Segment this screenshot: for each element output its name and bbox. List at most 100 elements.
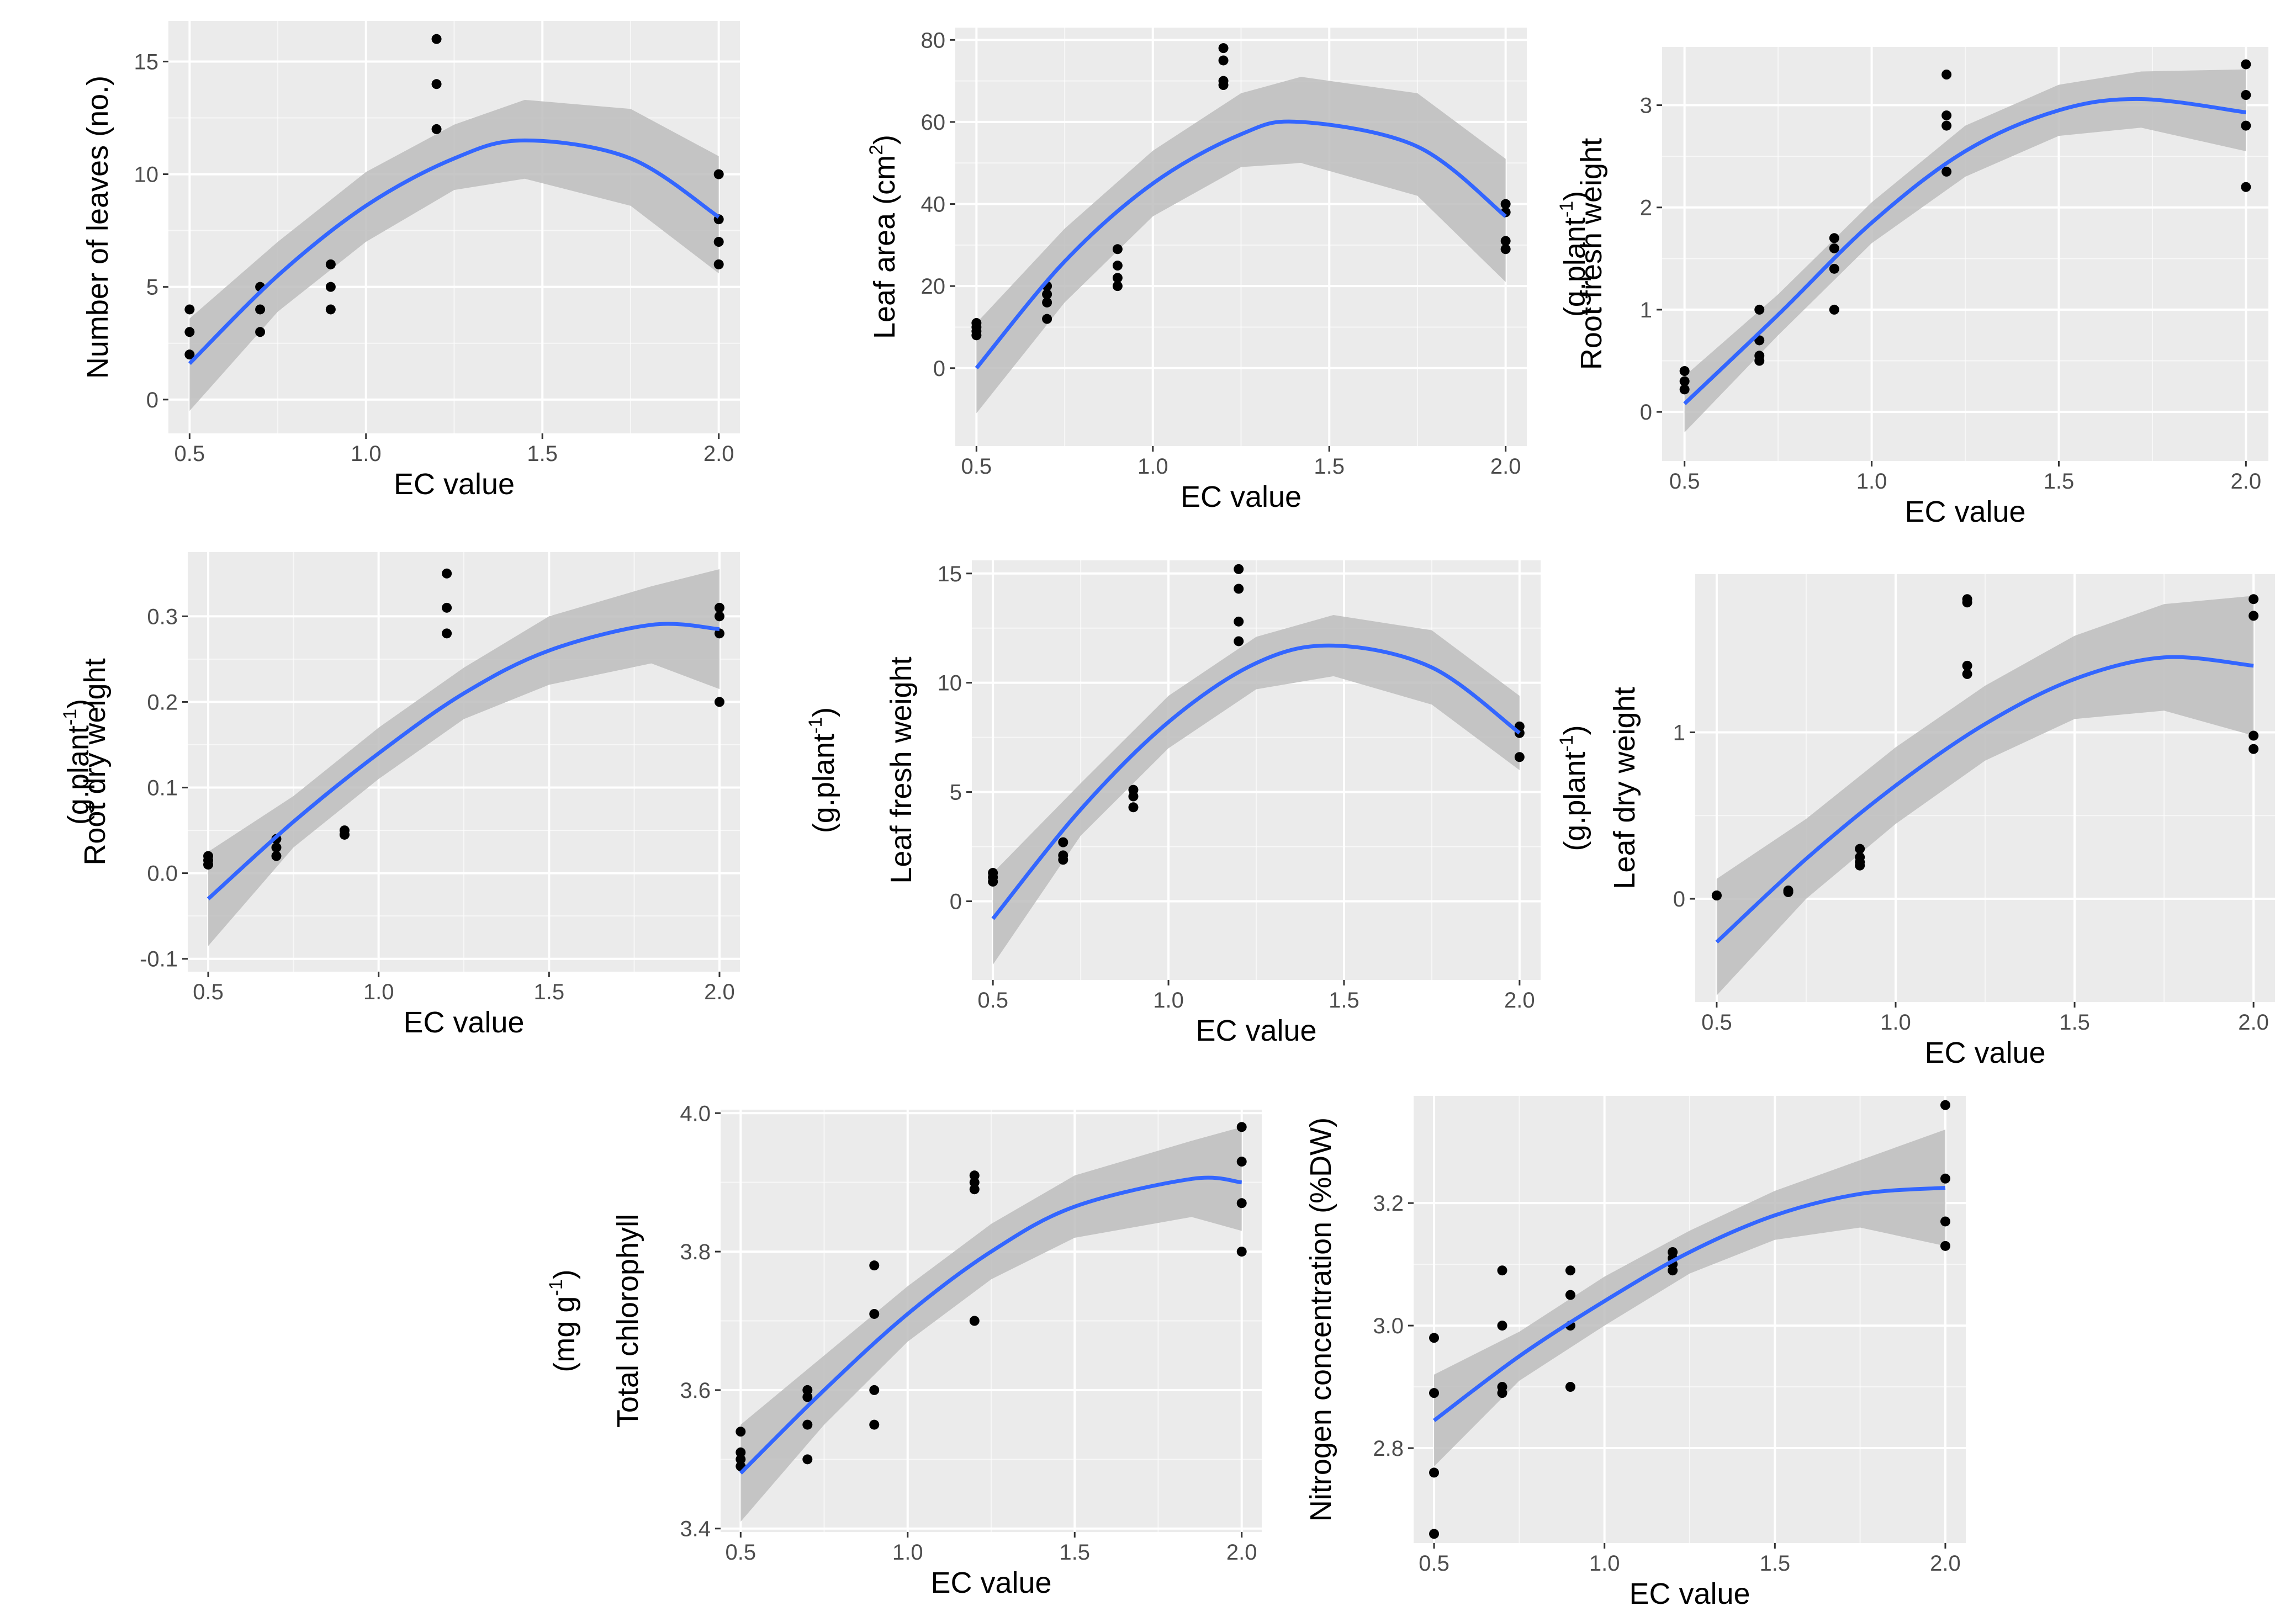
data-point: [1941, 110, 1952, 121]
data-point: [1940, 1216, 1950, 1227]
data-point: [713, 237, 724, 247]
data-point: [736, 1427, 746, 1437]
y-tick-label: 3.2: [1373, 1191, 1404, 1216]
x-tick-label: 0.5: [193, 980, 224, 1004]
data-point: [1497, 1321, 1507, 1331]
y-axis-title: Leaf dry weight: [1608, 687, 1641, 889]
data-point: [1218, 80, 1229, 91]
confidence-band: [208, 569, 720, 946]
data-point: [2241, 120, 2251, 131]
confidence-band: [1716, 596, 2254, 995]
data-point: [1429, 1467, 1440, 1478]
x-tick-label: 1.5: [1059, 1540, 1090, 1565]
y-axis-unit: (g.plant-1): [1556, 191, 1591, 317]
data-point: [325, 304, 336, 315]
data-point: [1679, 376, 1690, 386]
fit-line: [991, 643, 1521, 920]
x-tick-label: 1.5: [1329, 988, 1359, 1013]
y-tick-label: 2.8: [1373, 1437, 1404, 1461]
fit-line: [975, 119, 1507, 370]
y-axis-title: Root fresh weight: [1575, 138, 1608, 370]
x-tick-label: 2.0: [1490, 454, 1521, 479]
data-point: [869, 1385, 880, 1395]
x-tick-label: 0.5: [725, 1540, 756, 1565]
y-tick-label: 0.0: [147, 862, 178, 886]
fit-line: [188, 138, 720, 365]
data-point: [184, 349, 195, 360]
data-point: [1754, 356, 1765, 366]
x-tick-label: 2.0: [2231, 469, 2262, 494]
data-point: [1754, 304, 1765, 315]
x-tick-label: 2.0: [1930, 1551, 1961, 1576]
y-axis-unit: (g.plant-1): [1556, 725, 1591, 851]
data-point: [1429, 1529, 1440, 1539]
y-tick-label: 10: [134, 163, 159, 187]
x-tick-label: 0.5: [1669, 469, 1700, 494]
confidence-band: [740, 1127, 1242, 1522]
data-point: [1829, 233, 1839, 243]
y-tick-label: 0.1: [147, 776, 178, 801]
y-tick-label: 1: [1673, 720, 1685, 745]
fit-line: [207, 622, 720, 900]
chart-leaf_fresh: 0.5 1.0 1.5 2.0 0 5 10 15 EC value Leaf fresh wei…: [805, 560, 1541, 1047]
data-point: [1058, 855, 1068, 865]
data-point: [1829, 263, 1839, 274]
data-point: [802, 1454, 813, 1465]
x-tick-label: 1.0: [1153, 988, 1184, 1013]
data-point: [1500, 199, 1511, 209]
data-point: [431, 124, 442, 134]
x-tick-label: 1.5: [534, 980, 565, 1004]
x-axis-title: EC value: [1904, 495, 2025, 528]
fit-line: [739, 1175, 1242, 1475]
chart-leaf_area: 0.5 1.0 1.5 2.0 0 20 40 60 80 EC value Leaf area (…: [866, 28, 1527, 513]
x-axis-title: EC value: [1195, 1014, 1316, 1047]
chart-leaves: 0.5 1.0 1.5 2.0 0 5 10 15 EC value Number of leav…: [81, 21, 740, 501]
x-tick-label: 1.5: [1314, 454, 1345, 479]
data-point: [1783, 887, 1794, 897]
data-point: [802, 1392, 813, 1402]
x-tick-label: 2.0: [703, 442, 734, 466]
data-point: [1940, 1173, 1950, 1184]
y-tick-label: 0: [1640, 400, 1652, 425]
y-axis-title: Total chlorophyll: [611, 1214, 644, 1428]
fit-line: [1432, 1185, 1946, 1422]
data-point: [988, 876, 998, 887]
data-point: [2241, 182, 2251, 192]
y-axis-title: Leaf fresh weight: [885, 656, 918, 883]
chart-nitrogen: 0.5 1.0 1.5 2.0 2.8 3.0 3.2 EC value Nitrogen co…: [1304, 1096, 1966, 1606]
data-point: [1234, 636, 1244, 646]
data-point: [869, 1260, 880, 1271]
fit-line: [1715, 655, 2254, 944]
data-point: [325, 259, 336, 269]
x-tick-label: 0.5: [174, 442, 205, 466]
data-point: [184, 304, 195, 315]
data-point: [869, 1308, 880, 1319]
y-tick-label: 0: [950, 890, 962, 914]
x-tick-label: 2.0: [1226, 1540, 1257, 1565]
data-point: [2241, 59, 2251, 70]
data-point: [1042, 297, 1052, 308]
x-tick-label: 1.5: [1760, 1551, 1791, 1576]
data-point: [736, 1454, 746, 1465]
data-point: [1218, 55, 1229, 66]
data-point: [969, 1170, 980, 1181]
data-point: [1855, 844, 1865, 854]
chart-root_dry: 0.5 1.0 1.5 2.0 -0.1 0.0 0.1 0.2 0.3 EC value Root…: [60, 552, 740, 1039]
data-point: [1112, 244, 1123, 255]
data-point: [1234, 584, 1244, 594]
y-tick-label: 60: [921, 110, 946, 135]
data-point: [442, 628, 452, 639]
data-point: [714, 611, 724, 622]
data-point: [1500, 244, 1511, 255]
y-tick-label: 3.4: [680, 1517, 711, 1541]
data-point: [1565, 1290, 1575, 1300]
y-tick-label: 0.3: [147, 605, 178, 629]
chart-root_fresh: 0.5 1.0 1.5 2.0 0 1 2 3 EC value Root fresh weigh…: [1556, 47, 2268, 528]
y-tick-label: 5: [146, 275, 158, 300]
x-tick-label: 1.0: [892, 1540, 923, 1565]
x-axis-title: EC value: [394, 468, 515, 501]
confidence-band: [1434, 1130, 1945, 1467]
data-point: [1941, 70, 1952, 79]
x-tick-label: 1.0: [1589, 1551, 1620, 1576]
y-tick-label: 20: [921, 274, 946, 299]
